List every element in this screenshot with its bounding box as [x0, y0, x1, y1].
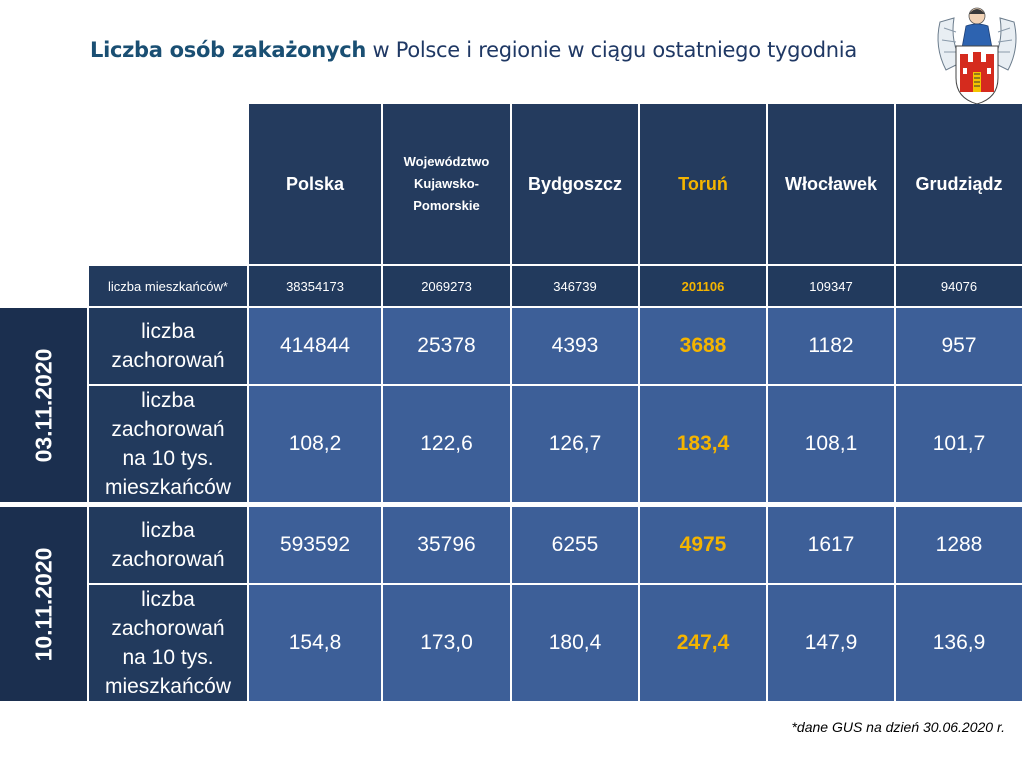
table-cell: 180,4	[512, 585, 638, 701]
table-cell: 147,9	[768, 585, 894, 701]
table-cell: 1288	[896, 507, 1022, 583]
table-cell: 4393	[512, 308, 638, 384]
column-header: Włocławek	[768, 104, 894, 264]
row-label: liczba zachorowań na 10 tys. mieszkańców	[89, 585, 247, 701]
table-cell: 108,1	[768, 386, 894, 502]
table-cell: 126,7	[512, 386, 638, 502]
table-cell: 35796	[383, 507, 510, 583]
table-cell: 136,9	[896, 585, 1022, 701]
population-value: 109347	[768, 266, 894, 306]
table-cell: 122,6	[383, 386, 510, 502]
column-header: Bydgoszcz	[512, 104, 638, 264]
row-label: liczba zachorowań	[89, 308, 247, 384]
population-value: 201106	[640, 266, 766, 306]
table-cell: 3688	[640, 308, 766, 384]
date-text: 03.11.2020	[30, 348, 56, 462]
table-cell: 154,8	[249, 585, 381, 701]
title-rest: w Polsce i regionie w ciągu ostatniego t…	[366, 38, 857, 62]
table-cell: 1182	[768, 308, 894, 384]
table-cell: 414844	[249, 308, 381, 384]
population-label: liczba mieszkańców*	[89, 266, 247, 306]
date-label: 10.11.2020	[0, 507, 87, 701]
date-text: 10.11.2020	[30, 547, 56, 661]
table-cell: 173,0	[383, 585, 510, 701]
row-label: liczba zachorowań na 10 tys. mieszkańców	[89, 386, 247, 502]
column-header: Toruń	[640, 104, 766, 264]
table-cell: 101,7	[896, 386, 1022, 502]
table-cell: 6255	[512, 507, 638, 583]
table-cell: 1617	[768, 507, 894, 583]
title-bold: Liczba osób zakażonych	[90, 38, 367, 62]
population-value: 2069273	[383, 266, 510, 306]
page-title: Liczba osób zakażonych w Polsce i region…	[90, 38, 857, 62]
torun-coat-of-arms-icon	[937, 7, 1017, 105]
table-cell: 108,2	[249, 386, 381, 502]
column-header: Województwo Kujawsko-Pomorskie	[383, 104, 510, 264]
footnote: *dane GUS na dzień 30.06.2020 r.	[791, 719, 1005, 735]
table-cell: 247,4	[640, 585, 766, 701]
table-cell: 593592	[249, 507, 381, 583]
table-cell: 4975	[640, 507, 766, 583]
column-header: Grudziądz	[896, 104, 1022, 264]
population-value: 94076	[896, 266, 1022, 306]
table-cell: 25378	[383, 308, 510, 384]
row-label: liczba zachorowań	[89, 507, 247, 583]
date-label: 03.11.2020	[0, 308, 87, 502]
population-value: 38354173	[249, 266, 381, 306]
table-cell: 957	[896, 308, 1022, 384]
table-cell: 183,4	[640, 386, 766, 502]
population-value: 346739	[512, 266, 638, 306]
column-header: Polska	[249, 104, 381, 264]
